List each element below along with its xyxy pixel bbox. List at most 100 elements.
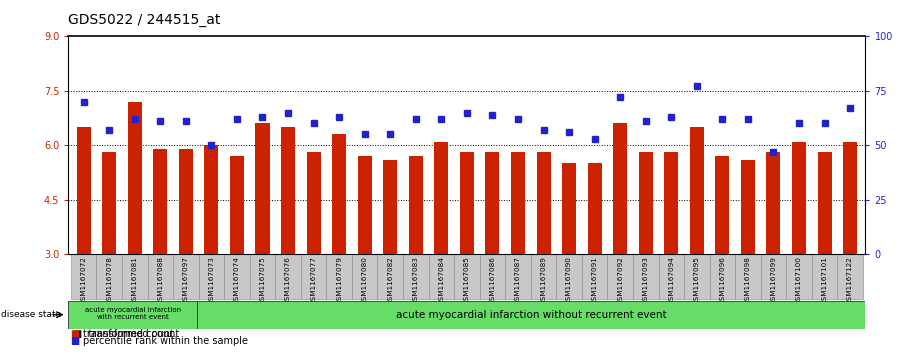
Bar	[735, 254, 761, 299]
Bar	[307, 152, 321, 254]
Bar	[460, 152, 474, 254]
Bar	[255, 123, 270, 254]
Bar	[582, 254, 608, 299]
Text: GSM1167077: GSM1167077	[311, 256, 317, 305]
Text: GSM1167091: GSM1167091	[591, 256, 598, 305]
Text: GSM1167098: GSM1167098	[745, 256, 751, 305]
Bar	[664, 152, 679, 254]
Bar	[684, 254, 710, 299]
Bar	[250, 254, 275, 299]
Text: GSM1167088: GSM1167088	[158, 256, 163, 305]
Bar	[204, 145, 219, 254]
Bar	[435, 142, 448, 254]
Bar	[153, 149, 168, 254]
Text: GSM1167122: GSM1167122	[847, 256, 853, 305]
Bar	[690, 127, 704, 254]
Text: GSM1167073: GSM1167073	[209, 256, 214, 305]
Text: GSM1167084: GSM1167084	[438, 256, 445, 305]
Bar	[843, 142, 857, 254]
Text: acute myocardial infarction
with recurrent event: acute myocardial infarction with recurre…	[85, 307, 180, 320]
Bar	[179, 149, 193, 254]
Bar	[326, 254, 352, 299]
Bar	[333, 134, 346, 254]
Bar	[197, 301, 865, 329]
Bar	[275, 254, 301, 299]
Bar	[77, 127, 91, 254]
Text: ■: ■	[70, 329, 79, 339]
Bar	[633, 254, 659, 299]
Bar	[224, 254, 250, 299]
Text: GSM1167078: GSM1167078	[107, 256, 112, 305]
Bar	[68, 301, 197, 329]
Bar	[639, 152, 653, 254]
Text: GSM1167099: GSM1167099	[771, 256, 776, 305]
Bar	[741, 160, 755, 254]
Bar	[403, 254, 428, 299]
Bar	[230, 156, 244, 254]
Bar	[613, 123, 627, 254]
Text: ■: ■	[70, 336, 79, 346]
Bar	[71, 254, 97, 299]
Bar	[792, 142, 806, 254]
Bar	[812, 254, 837, 299]
Bar	[557, 254, 582, 299]
Bar	[97, 254, 122, 299]
Text: GSM1167086: GSM1167086	[489, 256, 496, 305]
Text: GSM1167093: GSM1167093	[643, 256, 649, 305]
Text: GDS5022 / 244515_at: GDS5022 / 244515_at	[68, 13, 220, 27]
Bar	[659, 254, 684, 299]
Text: GSM1167081: GSM1167081	[132, 256, 138, 305]
Text: GSM1167080: GSM1167080	[362, 256, 368, 305]
Bar	[301, 254, 326, 299]
Bar	[377, 254, 403, 299]
Bar	[454, 254, 480, 299]
Text: ■  transformed count: ■ transformed count	[73, 329, 179, 339]
Bar	[358, 156, 372, 254]
Text: GSM1167101: GSM1167101	[822, 256, 827, 305]
Text: GSM1167096: GSM1167096	[720, 256, 725, 305]
Text: GSM1167092: GSM1167092	[617, 256, 623, 305]
Bar	[562, 163, 576, 254]
Bar	[588, 163, 601, 254]
Text: GSM1167089: GSM1167089	[540, 256, 547, 305]
Text: GSM1167100: GSM1167100	[796, 256, 802, 305]
Text: GSM1167079: GSM1167079	[336, 256, 343, 305]
Text: GSM1167072: GSM1167072	[81, 256, 87, 305]
Text: GSM1167083: GSM1167083	[413, 256, 419, 305]
Bar	[511, 152, 525, 254]
Bar	[480, 254, 506, 299]
Bar	[384, 160, 397, 254]
Bar	[531, 254, 557, 299]
Bar	[486, 152, 499, 254]
Bar	[817, 152, 832, 254]
Text: GSM1167095: GSM1167095	[694, 256, 700, 305]
Text: acute myocardial infarction without recurrent event: acute myocardial infarction without recu…	[396, 310, 667, 320]
Text: GSM1167087: GSM1167087	[515, 256, 521, 305]
Text: percentile rank within the sample: percentile rank within the sample	[83, 336, 248, 346]
Bar	[352, 254, 377, 299]
Bar	[766, 152, 781, 254]
Text: GSM1167097: GSM1167097	[183, 256, 189, 305]
Text: GSM1167094: GSM1167094	[669, 256, 674, 305]
Text: transformed count: transformed count	[83, 329, 174, 339]
Text: disease state: disease state	[1, 310, 61, 319]
Bar	[761, 254, 786, 299]
Bar	[122, 254, 148, 299]
Bar	[128, 102, 142, 254]
Bar	[281, 127, 295, 254]
Bar	[837, 254, 863, 299]
Text: GSM1167082: GSM1167082	[387, 256, 394, 305]
Bar	[428, 254, 454, 299]
Bar	[608, 254, 633, 299]
Text: GSM1167085: GSM1167085	[464, 256, 470, 305]
Text: GSM1167090: GSM1167090	[566, 256, 572, 305]
Bar	[715, 156, 730, 254]
Bar	[537, 152, 550, 254]
Text: GSM1167074: GSM1167074	[234, 256, 240, 305]
Text: GSM1167076: GSM1167076	[285, 256, 291, 305]
Bar	[506, 254, 531, 299]
Text: GSM1167075: GSM1167075	[260, 256, 265, 305]
Bar	[102, 152, 117, 254]
Bar	[786, 254, 812, 299]
Bar	[148, 254, 173, 299]
